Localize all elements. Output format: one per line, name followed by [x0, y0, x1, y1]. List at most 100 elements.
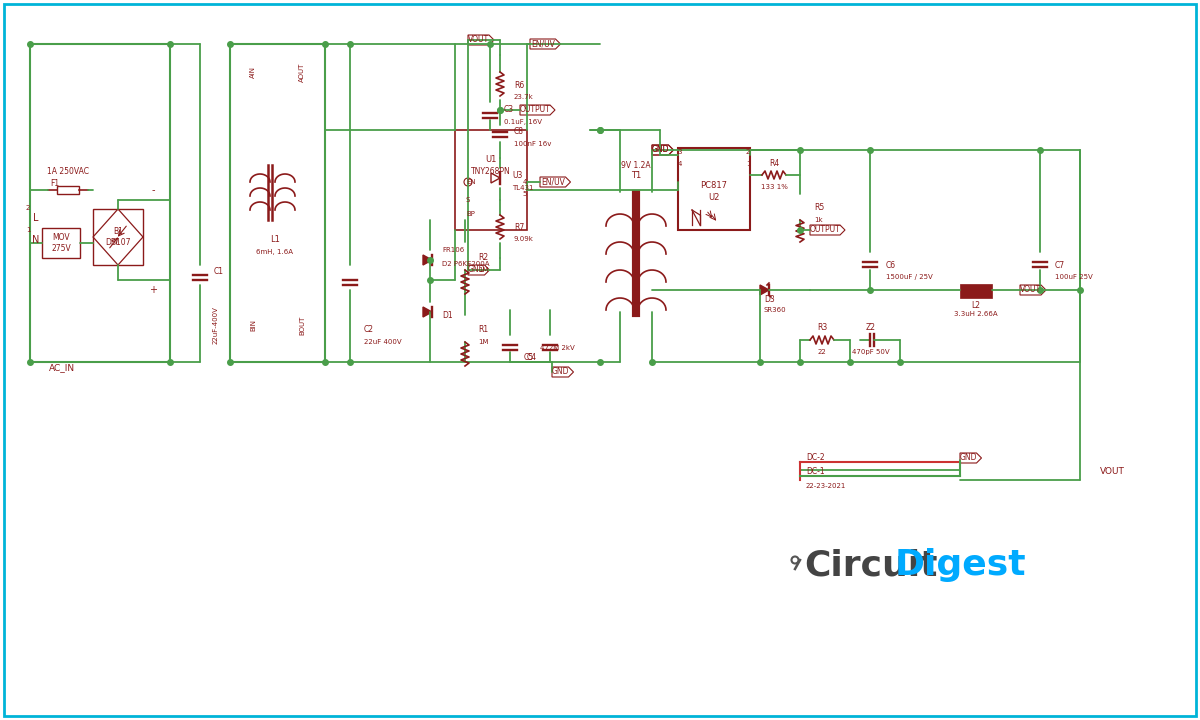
Text: 4: 4 — [523, 179, 527, 185]
Polygon shape — [760, 285, 769, 295]
Text: GND: GND — [960, 454, 978, 462]
Text: -: - — [151, 185, 155, 195]
Text: 100uF 25V: 100uF 25V — [1055, 274, 1093, 280]
Text: GND: GND — [652, 145, 670, 155]
Text: 3: 3 — [678, 149, 683, 155]
Text: L1: L1 — [270, 235, 280, 245]
Text: GND: GND — [552, 367, 570, 377]
Bar — [58, 186, 79, 194]
Text: GND: GND — [468, 266, 486, 274]
Text: FR106: FR106 — [442, 247, 464, 253]
Text: L: L — [34, 213, 38, 223]
Text: C4: C4 — [527, 354, 538, 362]
Text: 9V 1.2A: 9V 1.2A — [622, 161, 650, 169]
Text: 23.7k: 23.7k — [514, 94, 534, 100]
Text: N: N — [32, 235, 40, 245]
Text: OUTPUT: OUTPUT — [810, 225, 841, 235]
Text: 1: 1 — [745, 161, 750, 167]
Text: 1k: 1k — [814, 217, 823, 223]
Text: B1
DB107: B1 DB107 — [106, 228, 131, 247]
Text: C2: C2 — [364, 325, 374, 335]
Text: PC817: PC817 — [701, 181, 727, 189]
Text: +: + — [149, 285, 157, 295]
Text: R2: R2 — [478, 253, 488, 263]
Bar — [42, 228, 80, 258]
Polygon shape — [424, 255, 432, 265]
Polygon shape — [424, 307, 432, 317]
Text: R7: R7 — [514, 222, 524, 232]
Text: EN: EN — [466, 179, 475, 185]
Text: AIN: AIN — [250, 66, 256, 78]
Text: U2: U2 — [708, 192, 720, 202]
Text: 1: 1 — [25, 227, 30, 233]
Text: C7: C7 — [1055, 261, 1066, 269]
Text: 470pF 50V: 470pF 50V — [852, 349, 890, 355]
Text: R3: R3 — [817, 323, 827, 333]
Text: BIN: BIN — [250, 319, 256, 331]
Text: D3: D3 — [764, 295, 775, 305]
Text: 22-23-2021: 22-23-2021 — [806, 483, 846, 489]
Bar — [678, 148, 750, 230]
Text: 6mH, 1.6A: 6mH, 1.6A — [257, 249, 294, 255]
Bar — [230, 44, 325, 362]
Text: 22uF-400V: 22uF-400V — [214, 306, 220, 344]
Text: BP: BP — [466, 211, 475, 217]
Text: D2 P6KE200A: D2 P6KE200A — [442, 261, 490, 267]
Text: 1500uF / 25V: 1500uF / 25V — [886, 274, 932, 280]
Text: C8: C8 — [514, 127, 524, 137]
Bar — [960, 284, 992, 298]
Text: 1M: 1M — [478, 339, 488, 345]
Text: 1A 250VAC: 1A 250VAC — [47, 168, 89, 176]
Text: VOUT: VOUT — [1100, 467, 1124, 477]
Text: DC-1: DC-1 — [806, 467, 824, 477]
Text: C1: C1 — [214, 268, 224, 276]
Bar — [30, 44, 170, 362]
Text: 100nF 16v: 100nF 16v — [514, 141, 551, 147]
Text: 0.1uF, 16V: 0.1uF, 16V — [504, 119, 542, 125]
Text: 1M: 1M — [478, 267, 488, 273]
Text: 2: 2 — [746, 149, 750, 155]
Text: 4: 4 — [678, 161, 682, 167]
Text: R1: R1 — [478, 325, 488, 335]
Text: EN/UV: EN/UV — [532, 40, 556, 48]
Bar — [455, 130, 527, 230]
Text: 22uF 400V: 22uF 400V — [364, 339, 402, 345]
Text: U3: U3 — [512, 171, 522, 181]
Text: 5: 5 — [523, 191, 527, 197]
Text: R6: R6 — [514, 81, 524, 89]
Text: Digest: Digest — [895, 548, 1027, 582]
Text: C3: C3 — [504, 106, 514, 114]
Text: EN/UV: EN/UV — [541, 178, 565, 186]
Text: F1: F1 — [50, 179, 60, 189]
Text: T1: T1 — [631, 171, 641, 179]
Text: TL431: TL431 — [512, 185, 534, 191]
Text: VOUT: VOUT — [468, 35, 490, 45]
Text: 3.3uH 2.66A: 3.3uH 2.66A — [954, 311, 998, 317]
Text: 22: 22 — [817, 349, 827, 355]
Text: AOUT: AOUT — [299, 63, 305, 81]
Text: 2: 2 — [26, 205, 30, 211]
Text: U1: U1 — [485, 156, 497, 164]
Text: VOUT: VOUT — [1020, 286, 1042, 294]
Text: C6: C6 — [886, 261, 896, 269]
Text: BOUT: BOUT — [299, 315, 305, 335]
Text: Z2: Z2 — [866, 323, 876, 333]
Text: MOV
275V: MOV 275V — [52, 233, 71, 253]
Text: 9.09k: 9.09k — [514, 236, 534, 242]
Text: GND: GND — [652, 145, 670, 155]
Text: 133 1%: 133 1% — [761, 184, 787, 190]
Bar — [94, 209, 143, 265]
Text: L2: L2 — [972, 300, 980, 310]
Text: 472M 2kV: 472M 2kV — [540, 345, 575, 351]
Text: AC_IN: AC_IN — [49, 364, 76, 372]
Text: R5: R5 — [814, 204, 824, 212]
Text: SR360: SR360 — [764, 307, 787, 313]
Text: TNY268PN: TNY268PN — [472, 168, 511, 176]
Text: Circuit: Circuit — [804, 548, 937, 582]
Text: C5: C5 — [524, 354, 534, 362]
Text: OUTPUT: OUTPUT — [520, 106, 551, 114]
Text: DC-2: DC-2 — [806, 454, 824, 462]
Text: S: S — [466, 197, 470, 203]
Text: D1: D1 — [442, 312, 452, 320]
Text: R4: R4 — [769, 158, 779, 168]
